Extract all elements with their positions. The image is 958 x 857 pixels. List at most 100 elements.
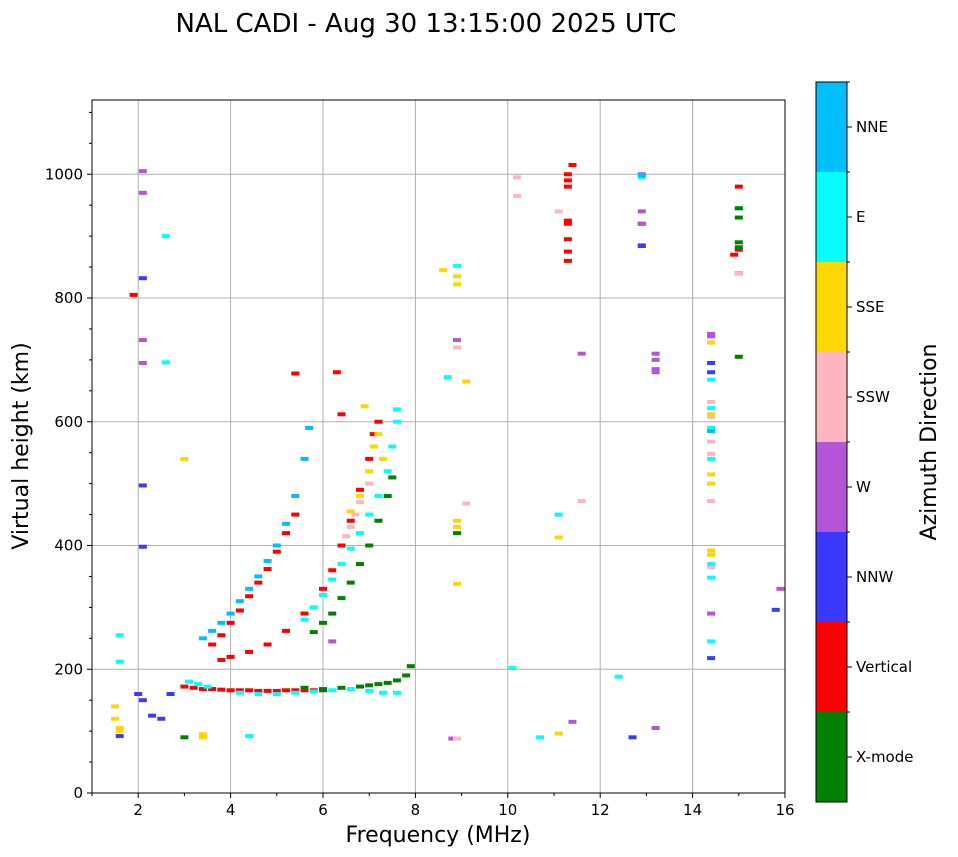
echo-point — [245, 586, 254, 591]
echo-point — [707, 412, 716, 417]
echo-point — [254, 688, 263, 693]
echo-point — [282, 531, 291, 536]
colorbar-tick-label: Vertical — [856, 658, 912, 676]
colorbar-segment — [816, 262, 847, 352]
echo-point — [263, 567, 272, 572]
x-tick-label: 4 — [226, 801, 236, 819]
echo-point — [337, 685, 346, 690]
echo-point — [406, 664, 415, 669]
echo-point — [707, 414, 716, 419]
echo-point — [448, 736, 457, 741]
echo-point — [734, 215, 743, 220]
series-nne — [637, 173, 716, 434]
echo-point — [337, 543, 346, 548]
echo-point — [346, 518, 355, 523]
series-w — [138, 169, 785, 741]
echo-point — [180, 456, 189, 461]
echo-point — [707, 429, 716, 434]
echo-point — [563, 172, 572, 177]
echo-point — [291, 688, 300, 693]
echo-point — [226, 688, 235, 693]
echo-point — [291, 512, 300, 517]
echo-point — [328, 688, 337, 693]
echo-point — [734, 206, 743, 211]
echo-point — [328, 577, 337, 582]
echo-point — [300, 688, 309, 693]
echo-point — [508, 666, 517, 671]
x-tick-label: 2 — [133, 801, 143, 819]
echo-point — [346, 580, 355, 585]
echo-point — [707, 377, 716, 382]
echo-point — [374, 518, 383, 523]
echo-point — [707, 331, 716, 336]
echo-point — [328, 639, 337, 644]
series-nnw — [115, 692, 175, 739]
echo-point — [337, 562, 346, 567]
echo-point — [452, 282, 461, 287]
series-e — [115, 175, 743, 740]
echo-point — [157, 716, 166, 721]
echo-point — [111, 704, 120, 709]
echo-point — [272, 549, 281, 554]
echo-point — [707, 370, 716, 375]
echo-point — [337, 596, 346, 601]
echo-point — [282, 688, 291, 693]
echo-point — [563, 221, 572, 226]
colorbar-segment — [816, 172, 847, 262]
colorbar-tick-label: SSE — [856, 298, 885, 316]
echo-point — [452, 581, 461, 586]
echo-point — [563, 178, 572, 183]
echo-point — [355, 500, 364, 505]
echo-point — [707, 406, 716, 411]
echo-point — [383, 680, 392, 685]
echo-point — [452, 345, 461, 350]
colorbar-segment — [816, 622, 847, 712]
echo-point — [115, 734, 124, 739]
echo-point — [235, 608, 244, 613]
echo-point — [452, 531, 461, 536]
colorbar-segment — [816, 352, 847, 442]
echo-point — [392, 678, 401, 683]
echo-point — [707, 360, 716, 365]
echo-point — [203, 684, 212, 689]
echo-point — [360, 404, 369, 409]
echo-point — [208, 642, 217, 647]
echo-point — [198, 636, 207, 641]
echo-point — [513, 175, 522, 180]
echo-point — [319, 593, 327, 597]
echo-point — [563, 184, 572, 189]
echo-point — [185, 679, 194, 684]
echo-point — [300, 611, 309, 616]
y-axis-label: Virtual height (km) — [9, 342, 34, 549]
echo-point — [707, 481, 716, 486]
echo-point — [637, 244, 646, 249]
echo-point — [138, 483, 147, 488]
series-ssw — [342, 481, 374, 539]
echo-point — [300, 617, 309, 622]
y-tick-label: 800 — [54, 289, 83, 307]
echo-point — [198, 687, 207, 692]
echo-point — [651, 357, 660, 362]
colorbar-tick-label: SSW — [856, 388, 890, 406]
echo-point — [392, 407, 401, 412]
echo-point — [734, 184, 743, 189]
echo-point — [462, 501, 471, 506]
echo-point — [369, 444, 378, 449]
echo-point — [282, 521, 291, 526]
echo-point — [217, 687, 226, 692]
echo-point — [180, 684, 189, 689]
echo-point — [217, 620, 226, 625]
chart-title: NAL CADI - Aug 30 13:15:00 2025 UTC — [176, 9, 677, 39]
echo-point — [563, 258, 572, 263]
echo-point — [208, 628, 217, 633]
echo-point — [707, 611, 716, 616]
echo-point — [235, 599, 244, 604]
echo-point — [305, 425, 314, 430]
echo-point — [563, 237, 572, 242]
echo-point — [138, 338, 147, 343]
echo-point — [235, 690, 244, 695]
echo-point — [245, 734, 254, 739]
echo-point — [217, 657, 226, 662]
series-e — [300, 407, 401, 622]
echo-point — [263, 688, 272, 693]
